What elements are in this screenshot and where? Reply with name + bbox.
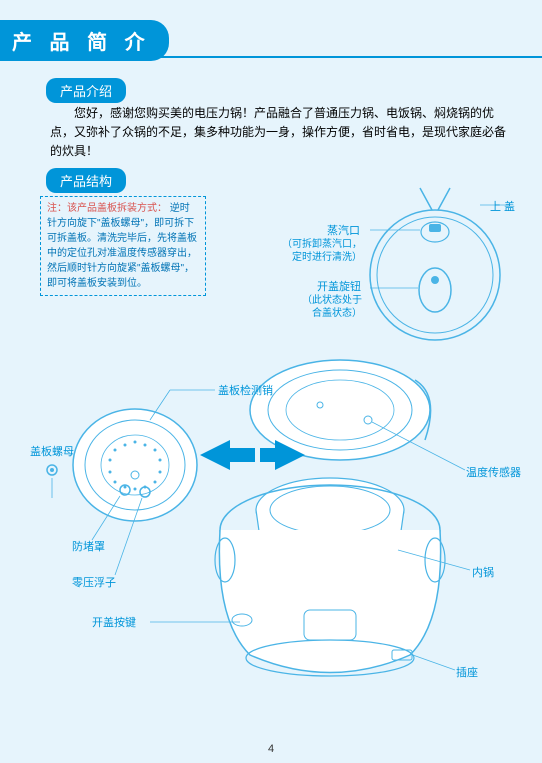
label-float: 零压浮子 <box>72 576 116 590</box>
section-tab-intro-label: 产品介绍 <box>60 84 112 99</box>
top-lid-drawing <box>370 188 500 340</box>
label-open-button: 开盖按键 <box>92 616 136 630</box>
label-cover-nut: 盖板螺母 <box>30 445 74 459</box>
label-anti-block: 防堵罩 <box>72 540 105 554</box>
label-inner-pot: 内锅 <box>472 566 494 580</box>
label-steam-port: 蒸汽口 <box>300 224 360 238</box>
page-title: 产 品 简 介 <box>12 32 151 54</box>
label-top-cover: 上 盖 <box>490 200 515 214</box>
main-body-drawing <box>215 360 445 676</box>
label-open-knob-sub: （此状态处于 合盖状态） <box>290 294 362 320</box>
intro-paragraph: 您好，感谢您购买美的电压力锅！产品融合了普通压力锅、电饭锅、焖烧锅的优点，又弥补… <box>50 104 506 162</box>
label-outlet: 插座 <box>456 666 478 680</box>
page-number: 4 <box>0 743 542 755</box>
manual-page: 产 品 简 介 产品介绍 您好，感谢您购买美的电压力锅！产品融合了普通压力锅、电… <box>0 0 542 763</box>
section-tab-intro: 产品介绍 <box>46 78 126 103</box>
label-cover-detect: 盖板检测销 <box>218 384 273 398</box>
label-open-knob: 开盖旋钮 <box>306 280 361 294</box>
label-temp-sensor: 温度传感器 <box>466 466 521 480</box>
title-underline <box>0 56 542 58</box>
cover-plate-drawing <box>73 409 197 521</box>
page-title-tab: 产 品 简 介 <box>0 20 169 61</box>
label-steam-port-sub: （可拆卸蒸汽口， 定时进行清洗） <box>272 238 362 264</box>
